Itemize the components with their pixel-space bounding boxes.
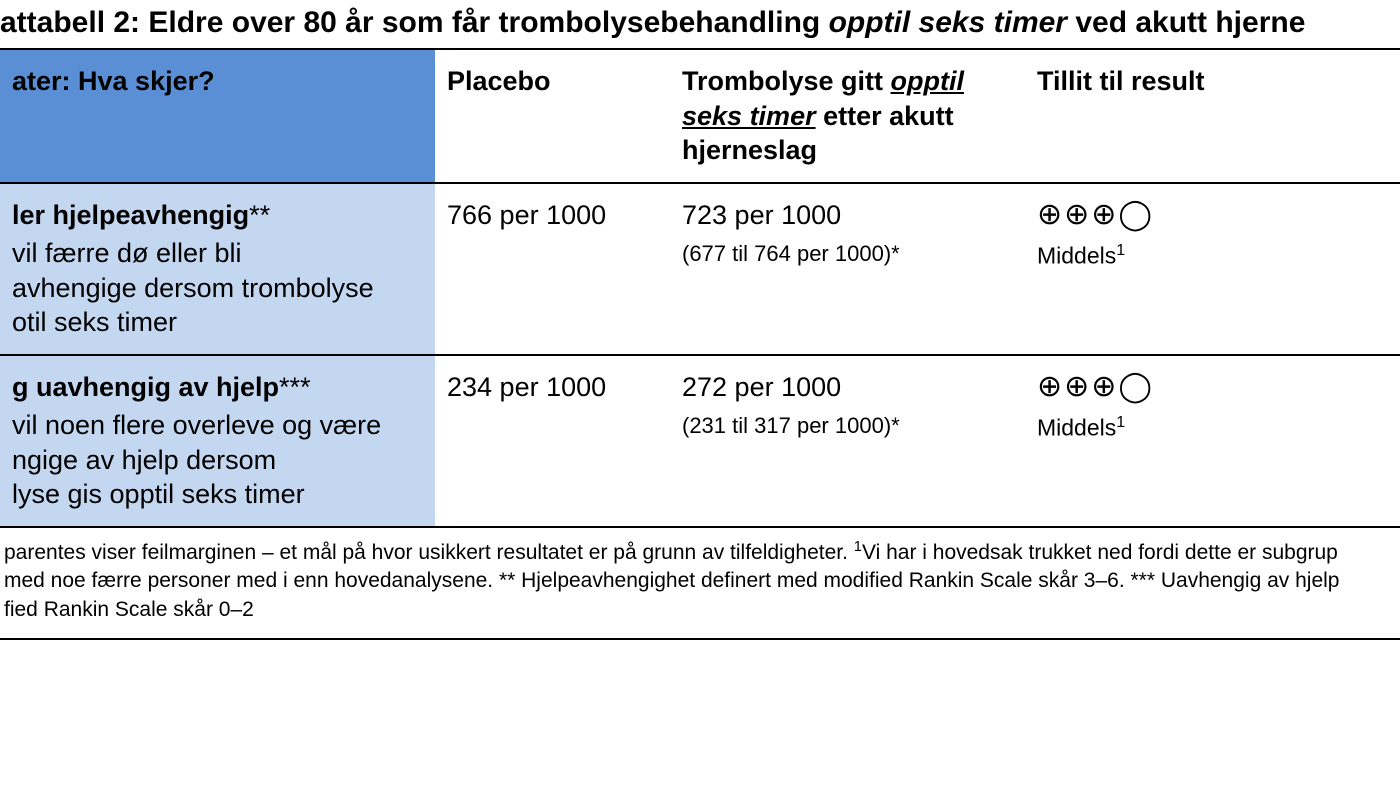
results-table: ater: Hva skjer? Placebo Trombolyse gitt…	[0, 48, 1400, 640]
cell-intervention: 723 per 1000 (677 til 764 per 1000)*	[670, 183, 1025, 355]
cell-intervention: 272 per 1000 (231 til 317 per 1000)*	[670, 355, 1025, 527]
title-italic: opptil seks timer	[829, 6, 1067, 39]
header-trust: Tillit til result	[1025, 49, 1400, 183]
header-intervention: Trombolyse gitt opptil seks timer etter …	[670, 49, 1025, 183]
grade-icons: ⊕⊕⊕◯	[1037, 370, 1154, 403]
grade-label: Middels1	[1037, 240, 1384, 271]
outcome-desc: vil færre dø eller bliavhengige dersom t…	[12, 236, 419, 340]
table-row: g uavhengig av hjelp*** vil noen flere o…	[0, 355, 1400, 527]
header-outcome: ater: Hva skjer?	[0, 49, 435, 183]
outcome-desc: vil noen flere overleve og værengige av …	[12, 408, 419, 512]
table-title: attabell 2: Eldre over 80 år som får tro…	[0, 0, 1400, 48]
cell-outcome: ler hjelpeavhengig** vil færre dø eller …	[0, 183, 435, 355]
grade-label: Middels1	[1037, 412, 1384, 443]
footnote-cell: parentes viser feilmarginen – et mål på …	[0, 527, 1400, 639]
table-row: ler hjelpeavhengig** vil færre dø eller …	[0, 183, 1400, 355]
cell-trust: ⊕⊕⊕◯ Middels1	[1025, 355, 1400, 527]
cell-outcome: g uavhengig av hjelp*** vil noen flere o…	[0, 355, 435, 527]
title-suffix: ved akutt hjerne	[1067, 6, 1305, 39]
footnote-row: parentes viser feilmarginen – et mål på …	[0, 527, 1400, 639]
confidence-interval: (677 til 764 per 1000)*	[682, 240, 1009, 268]
grade-icons: ⊕⊕⊕◯	[1037, 198, 1154, 231]
title-prefix: attabell 2: Eldre over 80 år som får tro…	[0, 6, 829, 39]
header-placebo: Placebo	[435, 49, 670, 183]
cell-placebo: 766 per 1000	[435, 183, 670, 355]
confidence-interval: (231 til 317 per 1000)*	[682, 412, 1009, 440]
table-header-row: ater: Hva skjer? Placebo Trombolyse gitt…	[0, 49, 1400, 183]
cell-placebo: 234 per 1000	[435, 355, 670, 527]
cell-trust: ⊕⊕⊕◯ Middels1	[1025, 183, 1400, 355]
